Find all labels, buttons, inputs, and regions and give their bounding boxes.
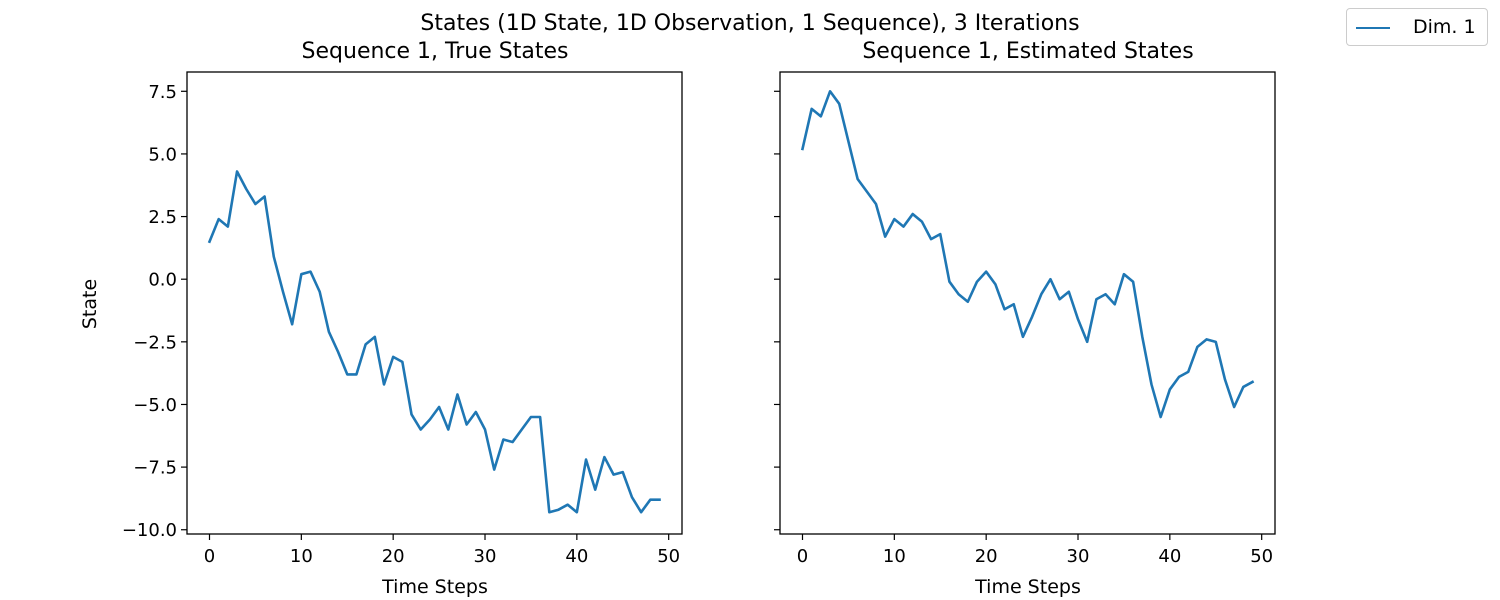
series-line-dim-1 bbox=[207, 170, 661, 514]
x-tick-label: 20 bbox=[382, 546, 405, 567]
legend: Dim. 1 bbox=[1346, 8, 1488, 46]
y-tick-label: −2.5 bbox=[133, 332, 177, 353]
y-tick-label: −10.0 bbox=[122, 520, 177, 541]
series-line-dim-1 bbox=[800, 89, 1255, 419]
panel-true-states: Sequence 1, True States Time Steps State… bbox=[79, 39, 683, 598]
x-tick-label: 0 bbox=[204, 546, 215, 567]
y-tick-label: −7.5 bbox=[133, 458, 177, 479]
figure-suptitle: States (1D State, 1D Observation, 1 Sequ… bbox=[420, 11, 1079, 36]
y-tick-label: 0.0 bbox=[148, 270, 177, 291]
x-tick-label: 30 bbox=[474, 546, 497, 567]
x-tick-label: 0 bbox=[797, 546, 808, 567]
x-tick-label: 50 bbox=[657, 546, 680, 567]
x-tick-label: 10 bbox=[883, 546, 906, 567]
y-axis-label: State bbox=[79, 279, 101, 329]
y-tick-label: 2.5 bbox=[148, 207, 177, 228]
x-tick-label: 40 bbox=[1158, 546, 1181, 567]
y-tick-label: −5.0 bbox=[133, 395, 177, 416]
panel-title: Sequence 1, Estimated States bbox=[862, 39, 1193, 64]
x-tick-label: 50 bbox=[1250, 546, 1273, 567]
panel-title: Sequence 1, True States bbox=[302, 39, 569, 64]
x-tick-label: 40 bbox=[565, 546, 588, 567]
x-tick-label: 10 bbox=[290, 546, 313, 567]
legend-label: Dim. 1 bbox=[1413, 16, 1476, 38]
x-tick-label: 30 bbox=[1067, 546, 1090, 567]
y-tick-label: 7.5 bbox=[148, 82, 177, 103]
x-axis-label: Time Steps bbox=[974, 576, 1081, 598]
y-tick-label: 5.0 bbox=[148, 144, 177, 165]
x-axis-label: Time Steps bbox=[381, 576, 488, 598]
axes-frame bbox=[779, 71, 1276, 535]
axes-frame bbox=[186, 71, 683, 535]
x-tick-label: 20 bbox=[975, 546, 998, 567]
legend-line-swatch-icon bbox=[1356, 27, 1390, 29]
panel-estimated-states: Sequence 1, Estimated States Time Steps … bbox=[774, 39, 1276, 598]
